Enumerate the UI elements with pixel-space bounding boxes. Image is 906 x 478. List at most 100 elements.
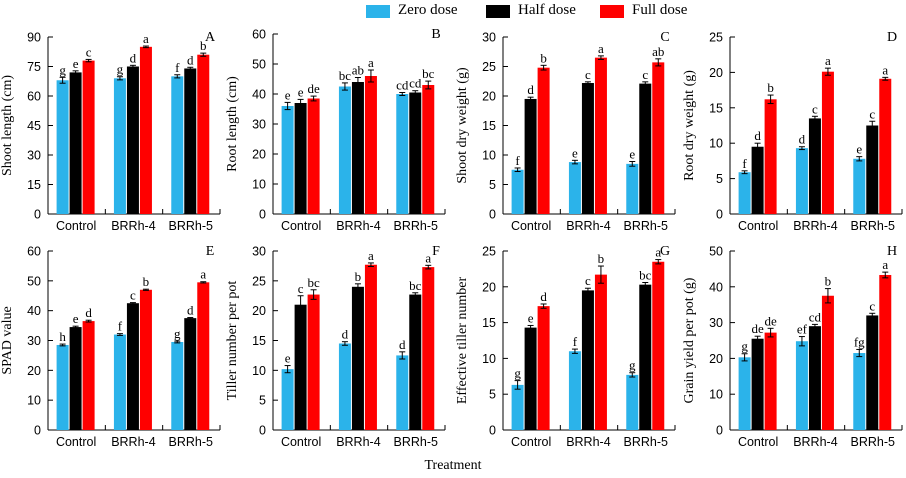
panel-e-sig-letter-s2-c2: a [200,267,206,282]
panel-d-ytick-label-4: 20 [709,66,723,80]
panel-c-sig-letter-s1-c0: d [527,82,534,97]
panel-g-letter: G [660,244,670,259]
panel-a-bar-s2-c1 [139,46,152,215]
panel-h-bar-s0-c0 [738,357,751,430]
panel-b-ytick-label-3: 30 [252,118,266,132]
panel-d-xtick-label-0: Control [738,219,778,233]
panel-h-sig-letter-s1-c2: c [869,298,875,313]
panel-h-bar-s1-c2 [866,315,879,430]
panel-h-bar-s0-c1 [795,341,808,430]
panel-f-ytick-label-6: 30 [252,245,266,259]
panel-b-xtick-label-0: Control [281,219,321,233]
panel-f-letter: F [432,244,440,259]
panel-g-sig-letter-s0-c2: g [629,358,636,373]
panel-d-bar-s0-c2 [853,158,866,214]
panel-e-xtick-label-1: BRRh-4 [111,435,156,449]
panel-h-bar-s1-c1 [808,326,821,430]
panel-h-bar-s1-c0 [751,338,764,430]
panel-c-ytick-label-2: 10 [482,149,496,163]
panel-b-bar-s0-c0 [281,106,294,214]
panel-e-sig-letter-s1-c1: c [130,288,136,303]
panel-g-sig-letter-s2-c2: a [655,245,661,260]
panel-e-bar-s0-c0 [56,344,69,430]
panel-f-ytick-label-1: 5 [259,394,266,408]
panel-f-sig-letter-s1-c1: b [355,269,362,284]
panel-g-sig-letter-s2-c1: b [598,251,605,266]
panel-c-ytick-label-5: 25 [482,60,496,74]
panel-f-bar-s2-c1 [364,264,377,430]
panel-a-bar-s0-c0 [56,80,69,215]
legend: Zero dose Half dose Full dose [366,2,696,20]
panel-b-ytick-label-5: 50 [252,58,266,72]
panel-f-sig-letter-s1-c0: c [298,281,304,296]
panel-g-sig-letter-s1-c1: c [585,273,591,288]
panel-d-ytick-label-2: 10 [709,137,723,151]
panel-c-ytick-label-3: 15 [482,119,496,133]
panel-a-xtick-label-0: Control [56,219,96,233]
panel-d-sig-letter-s1-c2: c [869,106,875,121]
panel-e-sig-letter-s1-c2: d [187,303,194,318]
panel-b-ytick-label-2: 20 [252,148,266,162]
panel-a-sig-letter-s0-c2: f [175,60,180,75]
panel-c-ytick-label-4: 20 [482,90,496,104]
panel-h-bar-s2-c2 [879,274,892,430]
legend-label-zero: Zero dose [398,2,458,18]
panel-c-sig-letter-s2-c0: b [540,50,547,65]
panel-a-bar-s1-c2 [184,68,197,214]
panel-b-bar-s1-c1 [351,82,364,214]
panel-e-letter: E [206,244,215,259]
panel-c-bar-s2-c1 [594,57,607,215]
panel-d-ytick-label-3: 15 [709,101,723,115]
panel-h-xtick-label-2: BRRh-5 [851,435,896,449]
panel-c-sig-letter-s0-c1: e [572,145,578,160]
panel-b-bar-s1-c0 [294,103,307,214]
panel-f-bar-s0-c0 [281,369,294,430]
panel-g-ytick-label-0: 0 [489,424,496,438]
panel-a-ytick-label-3: 45 [27,119,41,133]
panel-a-bar-s2-c0 [82,60,95,214]
panel-b-ytick-label-6: 60 [252,28,266,42]
panel-e-xtick-label-0: Control [56,435,96,449]
panel-g-sig-letter-s1-c2: bc [639,268,652,283]
panel-b-sig-letter-s1-c1: ab [352,63,364,78]
panel-b-ytick-label-0: 0 [259,208,266,222]
panel-h-sig-letter-s1-c0: de [751,321,764,336]
panel-c-xtick-label-2: BRRh-5 [624,219,669,233]
panel-h-sig-letter-s2-c0: de [764,313,777,328]
panel-b-xtick-label-2: BRRh-5 [394,219,439,233]
panel-e-bar-s0-c1 [113,334,126,430]
panel-d-sig-letter-s1-c0: d [754,128,761,143]
panel-d-sig-letter-s0-c1: d [799,132,806,147]
legend-swatch-half [486,5,510,18]
panel-e-ytick-label-4: 40 [27,304,41,318]
panel-b-ytick-label-1: 10 [252,178,266,192]
panel-c-letter: C [660,30,669,45]
panel-b-sig-letter-s0-c1: bc [339,68,352,83]
panel-g-ytick-label-2: 10 [482,352,496,366]
panel-e-sig-letter-s0-c1: f [118,319,123,334]
panel-e-ytick-label-3: 30 [27,334,41,348]
panel-h-ytick-label-5: 50 [709,245,723,259]
panel-d-bar-s1-c2 [866,125,879,214]
panel-a-sig-letter-s0-c1: g [117,62,124,77]
panel-c-sig-letter-s0-c2: e [629,146,635,161]
panel-h-ytick-label-0: 0 [716,424,723,438]
panel-c-bar-s0-c1 [568,162,581,214]
panel-c-ytick-label-6: 30 [482,31,496,45]
panel-d-bar-s2-c2 [879,78,892,214]
panel-d-ytick-label-0: 0 [716,208,723,222]
panel-c-sig-letter-s0-c0: f [515,153,520,168]
panel-e-sig-letter-s2-c1: b [143,274,150,289]
panel-a-bar-s0-c1 [113,78,126,214]
panel-e-bar-s0-c2 [171,341,184,430]
panel-d-bar-s0-c0 [738,172,751,214]
panel-f-y-axis-title: Tiller number per pot [225,281,240,401]
panel-h-ytick-label-4: 40 [709,280,723,294]
panel-f-ytick-label-2: 10 [252,364,266,378]
legend-label-full: Full dose [632,2,688,18]
panel-d-sig-letter-s1-c1: c [812,101,818,116]
panel-h-sig-letter-s0-c2: fg [854,334,865,349]
panel-a-sig-letter-s1-c2: d [187,52,194,67]
panel-d-sig-letter-s0-c0: f [742,156,747,171]
